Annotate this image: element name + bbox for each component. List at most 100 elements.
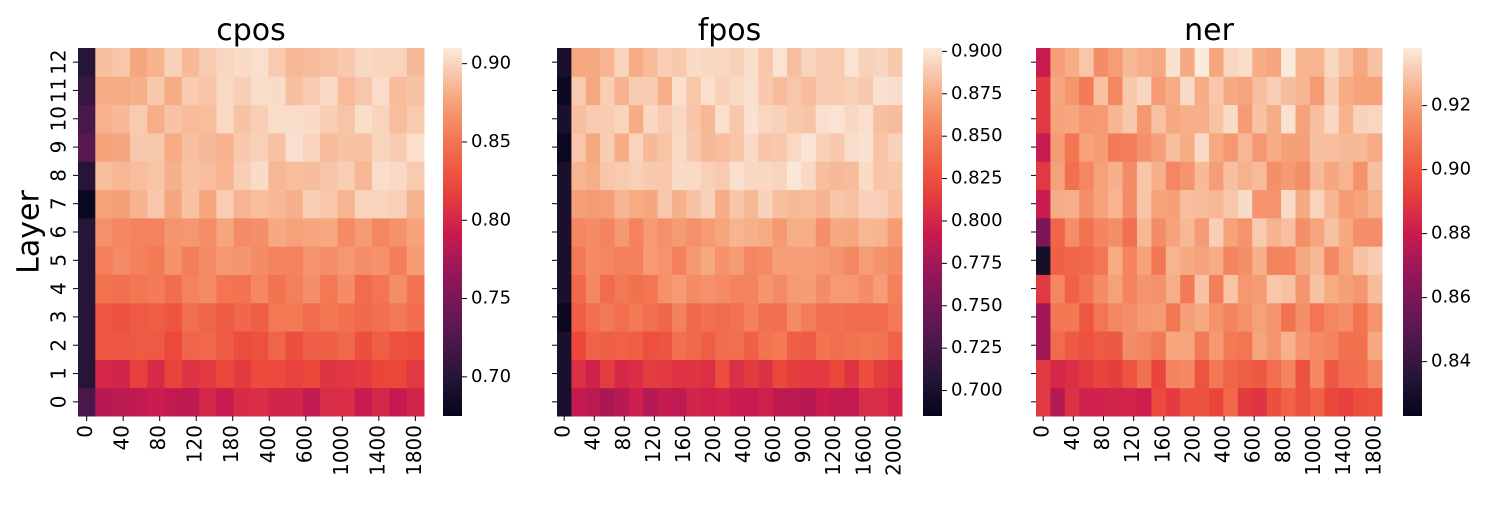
x-tick-label: 120	[183, 425, 207, 463]
heatmap-cell	[1093, 104, 1109, 134]
heatmap-cell	[268, 189, 287, 219]
heatmap-cell	[199, 331, 217, 360]
heatmap-cell	[1194, 302, 1210, 332]
heatmap-cell	[743, 274, 759, 304]
heatmap-cell	[715, 132, 731, 162]
heatmap-cell	[672, 302, 687, 332]
heatmap-cell	[1223, 246, 1239, 275]
heatmap-cell	[320, 359, 338, 389]
heatmap-cell	[743, 331, 759, 360]
heatmap-cell	[801, 48, 817, 77]
heatmap-cell	[787, 274, 802, 304]
heatmap-cell	[1252, 161, 1268, 191]
heatmap-cell	[729, 387, 745, 417]
heatmap-cell	[600, 104, 616, 134]
heatmap-cell	[1180, 246, 1196, 275]
heatmap-cell	[600, 331, 616, 360]
heatmap-cell	[1079, 104, 1095, 134]
heatmap-cell	[858, 274, 874, 304]
heatmap-cell	[1237, 161, 1253, 191]
heatmap-cell	[95, 104, 114, 134]
heatmap-cell	[844, 359, 860, 389]
heatmap-cell	[643, 387, 659, 417]
heatmap-cell	[787, 359, 802, 389]
heatmap-cell	[743, 48, 759, 77]
heatmap-cell	[285, 48, 304, 77]
heatmap-cell	[801, 246, 817, 275]
heatmap-cell	[801, 189, 817, 219]
y-axis-label: Layer	[12, 190, 47, 274]
heatmap-cell	[1252, 274, 1268, 304]
heatmap-cell	[801, 274, 817, 304]
heatmap-cell	[715, 359, 731, 389]
heatmap-cell	[1136, 246, 1152, 275]
heatmap-cell	[614, 331, 630, 360]
heatmap-cell	[337, 48, 356, 77]
heatmap-cell	[354, 48, 373, 77]
heatmap-cell	[320, 132, 338, 162]
colorbar-tick-label: 0.850	[951, 125, 1003, 146]
heatmap-cell	[585, 246, 601, 275]
heatmap-cell	[389, 189, 408, 219]
y-tick-label: 0	[47, 395, 71, 408]
heatmap-cell	[1136, 387, 1152, 417]
heatmap-cell	[1309, 132, 1325, 162]
heatmap-cell	[112, 359, 131, 389]
heatmap-cell	[628, 274, 644, 304]
heatmap-cell	[1309, 359, 1325, 389]
heatmap-cell	[354, 359, 373, 389]
heatmap-cell	[686, 302, 702, 332]
heatmap-cell	[285, 189, 304, 219]
heatmap-cell	[1367, 189, 1383, 219]
x-tick-label: 400	[256, 425, 280, 463]
heatmap-cell	[268, 246, 287, 275]
heatmap-cell	[887, 161, 903, 191]
heatmap-cell	[406, 104, 425, 134]
heatmap-cell	[1237, 331, 1253, 360]
x-tick-label: 1200	[821, 425, 845, 476]
heatmap-cell	[406, 302, 425, 332]
heatmap-cell	[1108, 274, 1123, 304]
heatmap-cell	[614, 217, 630, 247]
heatmap-cell	[873, 189, 889, 219]
heatmap-cell	[672, 132, 687, 162]
heatmap-cell	[164, 359, 183, 389]
heatmap-cell	[1151, 104, 1167, 134]
colorbar-tick-label: 0.700	[951, 380, 1003, 401]
heatmap-cell	[729, 76, 745, 106]
heatmap-cell	[729, 331, 745, 360]
heatmap-cell	[657, 189, 673, 219]
heatmap-cell	[389, 387, 408, 417]
x-tick-label: 1600	[851, 425, 875, 476]
heatmap-cell	[1266, 132, 1282, 162]
heatmap-cell	[1165, 48, 1181, 77]
heatmap-cell	[1036, 132, 1051, 162]
heatmap-cell	[628, 246, 644, 275]
x-tick-label: 400	[731, 425, 755, 463]
heatmap-cell	[95, 48, 114, 77]
heatmap-cell	[700, 76, 716, 106]
heatmap-cell	[1295, 161, 1311, 191]
heatmap-cell	[1209, 302, 1224, 332]
heatmap-cell	[1064, 246, 1080, 275]
colorbar	[1403, 48, 1422, 416]
heatmap-cell	[1266, 217, 1282, 247]
heatmap-cell	[181, 189, 200, 219]
heatmap-cell	[199, 246, 217, 275]
heatmap-cell	[1180, 161, 1196, 191]
heatmap-cell	[758, 189, 774, 219]
heatmap-cell	[787, 302, 802, 332]
heatmap-cell	[1151, 132, 1167, 162]
heatmap-cell	[1093, 331, 1109, 360]
heatmap-cell	[858, 387, 874, 417]
heatmap-cell	[830, 331, 846, 360]
heatmap-cell	[700, 331, 716, 360]
x-tick-label: 800	[1271, 425, 1295, 463]
heatmap-cell	[1180, 76, 1196, 106]
heatmap-cell	[1050, 246, 1066, 275]
heatmap-cell	[78, 274, 96, 304]
heatmap-cell	[216, 274, 235, 304]
heatmap-cell	[1194, 132, 1210, 162]
heatmap-cell	[743, 76, 759, 106]
heatmap-cell	[354, 132, 373, 162]
